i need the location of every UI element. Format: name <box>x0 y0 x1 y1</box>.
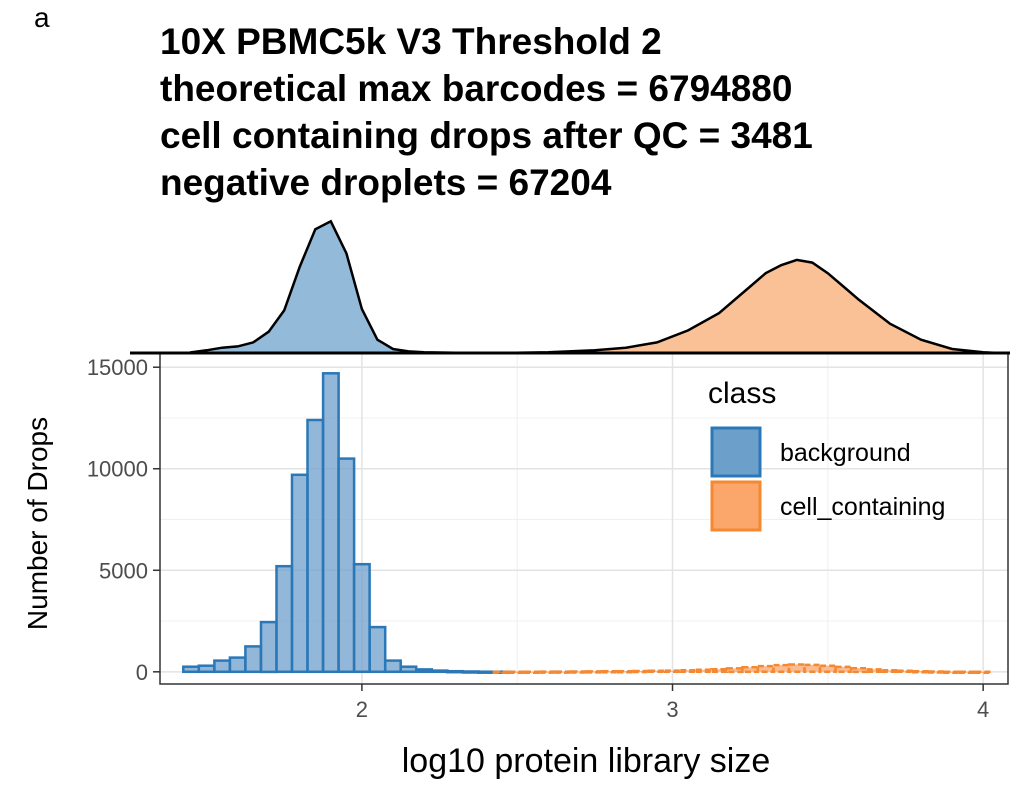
cell-containing-bar <box>647 669 666 674</box>
density-cell-containing <box>501 258 999 355</box>
cell-containing-bar <box>585 670 604 674</box>
legend: class background cell_containing <box>708 377 945 532</box>
cell-containing-bar <box>601 670 620 674</box>
cell-containing-bar <box>834 665 853 674</box>
cell-containing-bar <box>818 664 837 674</box>
x-tick-label: 4 <box>977 697 989 722</box>
histogram-bars <box>182 372 993 675</box>
cell-containing-bar <box>943 670 962 674</box>
y-tick-label: 0 <box>136 660 148 685</box>
legend-label-cell-containing: cell_containing <box>780 493 945 521</box>
chart-title: 10X PBMC5k V3 Threshold 2 theoretical ma… <box>160 18 813 206</box>
background-bar <box>275 564 294 674</box>
background-bar <box>477 670 496 674</box>
cell-containing-bar <box>912 669 931 674</box>
cell-containing-bar <box>523 670 542 674</box>
cell-containing-bar <box>880 668 899 674</box>
x-tick-label: 3 <box>666 697 678 722</box>
cell-containing-bar <box>927 670 946 674</box>
density-background <box>189 219 502 355</box>
cell-containing-bar <box>865 668 884 674</box>
cell-containing-bar <box>849 666 868 674</box>
x-axis-title: log10 protein library size <box>402 742 771 780</box>
cell-containing-bar <box>616 669 635 674</box>
cell-containing-bar <box>679 668 698 674</box>
cell-containing-bar <box>803 663 822 674</box>
title-line-4: negative droplets = 67204 <box>160 162 612 203</box>
cell-containing-bar <box>772 663 791 674</box>
title-line-3: cell containing drops after QC = 3481 <box>160 115 813 156</box>
background-bar <box>182 665 201 674</box>
background-bar <box>244 645 263 674</box>
background-bar <box>213 659 232 674</box>
cell-containing-bar <box>508 670 527 674</box>
cell-containing-bar <box>632 669 651 674</box>
background-bar <box>415 668 434 674</box>
title-line-1: 10X PBMC5k V3 Threshold 2 <box>160 21 662 62</box>
legend-label-background: background <box>780 439 911 467</box>
title-line-2: theoretical max barcodes = 6794880 <box>160 68 793 109</box>
density-plot <box>189 219 999 355</box>
background-bar <box>337 457 356 674</box>
background-bar <box>259 620 278 674</box>
background-bar <box>383 659 402 674</box>
cell-containing-bar <box>741 666 760 674</box>
cell-containing-bar <box>663 669 682 674</box>
y-axis-title: Number of Drops <box>22 417 53 630</box>
background-bar <box>290 473 309 674</box>
legend-key-background <box>710 426 762 478</box>
cell-containing-bar <box>974 670 993 675</box>
legend-title: class <box>708 377 776 410</box>
cell-containing-bar <box>694 668 713 674</box>
axes: 2 3 4 0 5000 10000 15000 <box>87 351 1010 722</box>
background-bar <box>197 664 216 674</box>
x-tick-label: 2 <box>356 697 368 722</box>
background-bar <box>461 670 480 674</box>
cell-containing-bar <box>570 670 589 674</box>
background-bar <box>399 665 418 674</box>
background-bar <box>228 656 247 674</box>
cell-containing-bar <box>710 667 729 674</box>
cell-containing-bar <box>787 663 806 674</box>
legend-key-cell-containing <box>710 480 762 532</box>
y-tick-label: 5000 <box>99 558 148 583</box>
y-tick-label: 15000 <box>87 355 148 380</box>
background-bar <box>446 669 465 674</box>
cell-containing-bar <box>492 670 511 674</box>
cell-containing-bar <box>725 667 744 674</box>
background-bar <box>430 669 449 674</box>
cell-containing-bar <box>539 670 558 674</box>
cell-containing-bar <box>958 670 977 674</box>
background-bar <box>352 562 371 674</box>
cell-containing-bar <box>756 664 775 674</box>
y-tick-label: 10000 <box>87 457 148 482</box>
background-bar <box>368 625 387 674</box>
background-bar <box>306 418 325 674</box>
background-bar <box>321 372 340 674</box>
panel-label: a <box>34 2 50 33</box>
cell-containing-bar <box>896 669 915 674</box>
cell-containing-bar <box>554 670 573 674</box>
